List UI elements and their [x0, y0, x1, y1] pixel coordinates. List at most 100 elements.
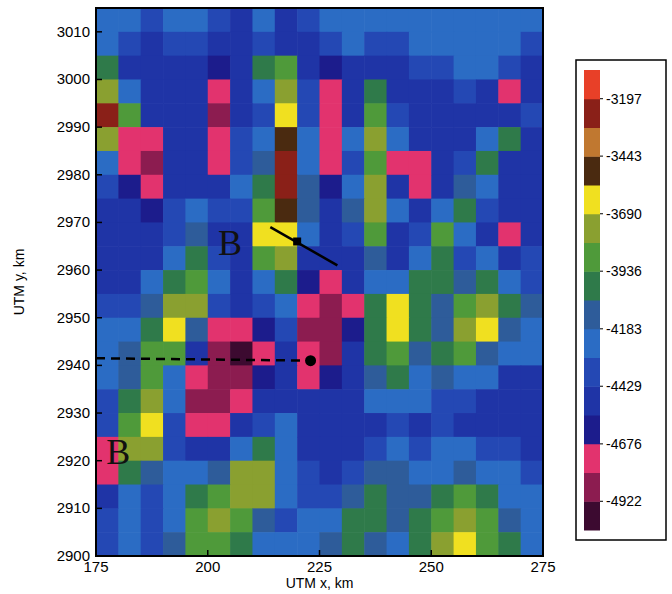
x-tick — [319, 550, 321, 556]
cell — [521, 103, 543, 127]
colorbar-swatch — [584, 156, 600, 185]
cell — [118, 485, 141, 509]
cell — [141, 413, 164, 437]
cell — [521, 342, 543, 366]
cell — [498, 222, 521, 246]
cell — [521, 32, 543, 56]
cell — [96, 365, 119, 389]
cell — [342, 32, 365, 56]
cell — [342, 508, 365, 532]
cell — [141, 318, 164, 342]
cell — [141, 294, 164, 318]
cell — [96, 8, 119, 32]
y-tick — [96, 222, 102, 224]
colorbar-swatch — [584, 99, 600, 128]
cell — [297, 175, 320, 199]
cell — [185, 437, 208, 461]
cell — [387, 199, 410, 223]
cell — [454, 365, 477, 389]
cell — [185, 127, 208, 151]
chart: BB17520022525027529002910292029302940295… — [0, 0, 672, 594]
cell — [387, 413, 410, 437]
cell — [342, 437, 365, 461]
cell — [476, 318, 499, 342]
cell — [185, 342, 208, 366]
cell — [431, 8, 454, 32]
cell — [252, 437, 275, 461]
x-tick — [431, 550, 433, 556]
cell — [409, 103, 432, 127]
colorbar-label: -4676 — [606, 436, 642, 452]
cell — [454, 389, 477, 413]
cell — [364, 389, 387, 413]
cell — [185, 294, 208, 318]
cell — [96, 127, 119, 151]
cell — [297, 103, 320, 127]
cell — [454, 318, 477, 342]
cell — [342, 222, 365, 246]
cell — [230, 294, 253, 318]
cell — [163, 32, 186, 56]
y-axis-title: UTM y, km — [11, 249, 27, 316]
y-tick-label: 2920 — [57, 452, 90, 469]
cell — [208, 532, 231, 556]
cell — [141, 437, 164, 461]
cell — [454, 270, 477, 294]
cell — [185, 32, 208, 56]
colorbar-label: -3690 — [606, 206, 642, 222]
cell — [252, 270, 275, 294]
cell — [118, 318, 141, 342]
colorbar-swatch — [584, 70, 600, 99]
cell — [409, 127, 432, 151]
cell — [96, 532, 119, 556]
x-tick-label: 250 — [419, 558, 444, 575]
cell — [476, 32, 499, 56]
cell — [387, 103, 410, 127]
cell — [454, 8, 477, 32]
cell — [387, 127, 410, 151]
cell — [431, 175, 454, 199]
cell — [387, 365, 410, 389]
cell — [521, 461, 543, 485]
cell — [521, 127, 543, 151]
cell — [252, 56, 275, 80]
cell — [476, 8, 499, 32]
cell — [163, 294, 186, 318]
cell — [230, 103, 253, 127]
cell — [387, 151, 410, 175]
y-tick — [96, 31, 102, 33]
cell — [409, 437, 432, 461]
cell — [342, 175, 365, 199]
cell — [364, 175, 387, 199]
cell — [185, 485, 208, 509]
cell — [521, 294, 543, 318]
cell — [208, 342, 231, 366]
cell — [230, 508, 253, 532]
cell — [163, 342, 186, 366]
cell — [185, 199, 208, 223]
y-tick — [96, 365, 102, 367]
cell — [476, 294, 499, 318]
cell — [163, 199, 186, 223]
cell — [320, 56, 343, 80]
cell — [96, 222, 119, 246]
cell — [409, 32, 432, 56]
cell — [141, 103, 164, 127]
cell — [320, 389, 343, 413]
cell — [297, 318, 320, 342]
cell — [118, 294, 141, 318]
cell — [521, 508, 543, 532]
cell — [387, 79, 410, 103]
cell — [185, 246, 208, 270]
y-tick — [96, 126, 102, 128]
y-tick — [96, 460, 102, 462]
cell — [431, 461, 454, 485]
cell — [252, 365, 275, 389]
cell — [476, 413, 499, 437]
cell — [275, 318, 298, 342]
cell — [409, 56, 432, 80]
cell — [320, 365, 343, 389]
cell — [163, 175, 186, 199]
cell — [252, 175, 275, 199]
cell — [141, 127, 164, 151]
